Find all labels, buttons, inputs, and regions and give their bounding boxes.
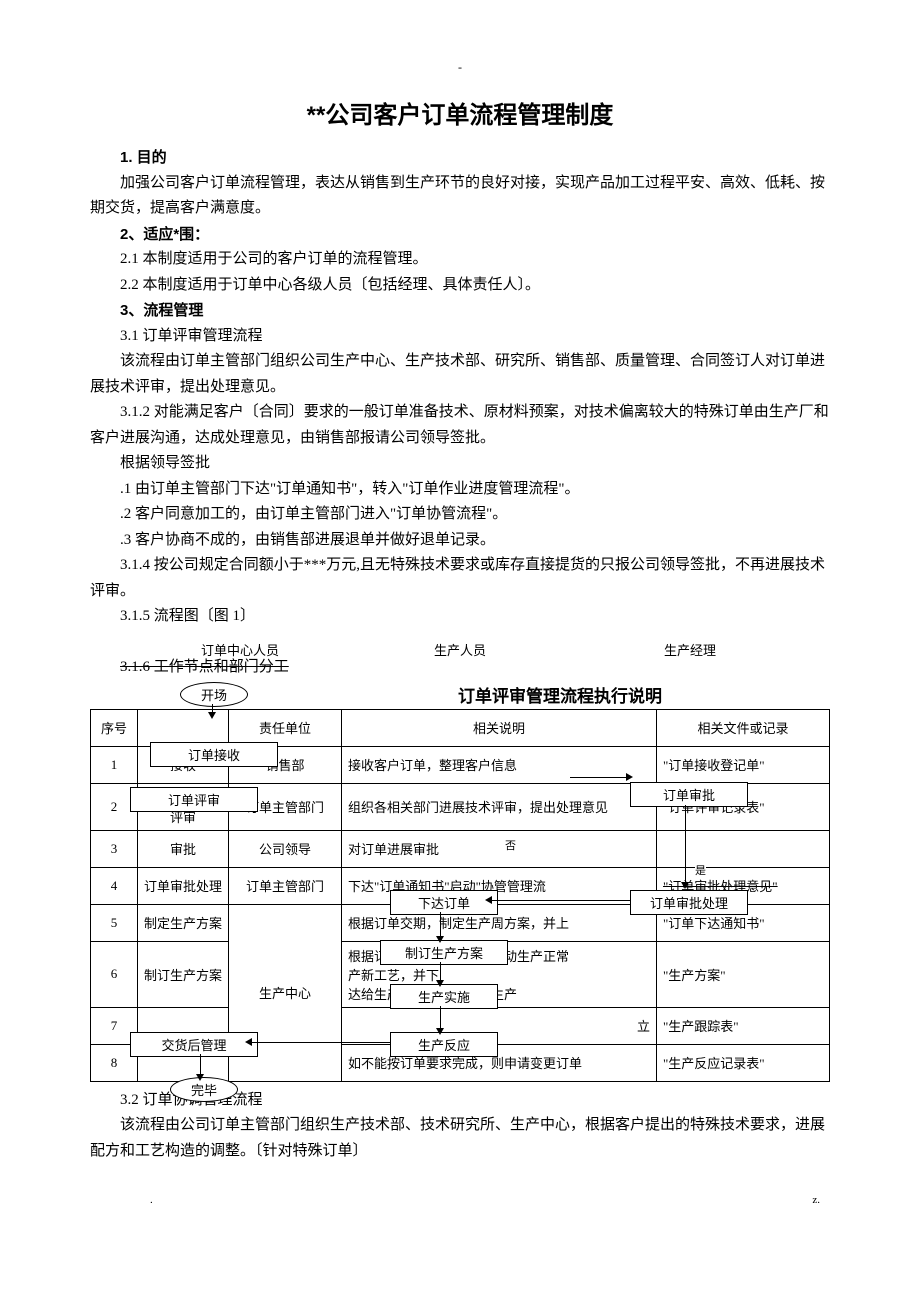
flow-vline5 bbox=[200, 1054, 201, 1076]
cell: 1 bbox=[91, 746, 138, 783]
footer-left: . bbox=[150, 1194, 153, 1206]
flow-recv: 订单接收 bbox=[150, 742, 278, 767]
sec-dot3: .3 客户协商不成的，由销售部进展退单并做好退单记录。 bbox=[90, 528, 830, 554]
cell: 公司领导 bbox=[229, 830, 342, 867]
sec1-text: 加强公司客户订单流程管理，表达从销售到生产环节的良好对接，实现产品加工过程平安、… bbox=[90, 175, 825, 217]
cell: "生产跟踪表" bbox=[657, 1007, 830, 1044]
sec3-1-text: 该流程由订单主管部门组织公司生产中心、生产技术部、研究所、销售部、质量管理、合同… bbox=[90, 353, 825, 395]
sec2-2: 2.2 本制度适用于订单中心各级人员〔包括经理、具体责任人〕。 bbox=[90, 273, 830, 299]
arrow-left-icon bbox=[245, 1038, 252, 1046]
cell: "订单接收登记单" bbox=[657, 746, 830, 783]
cell: 制订生产方案 bbox=[138, 941, 229, 1007]
sec2-1: 2.1 本制度适用于公司的客户订单的流程管理。 bbox=[90, 247, 830, 273]
sec3-1-4: 3.1.4 按公司规定合同额小于***万元,且无特殊技术要求或库存直接提货的只报… bbox=[90, 553, 830, 604]
flow-vline bbox=[685, 805, 686, 885]
table-header-row: 序号 责任单位 相关说明 相关文件或记录 bbox=[91, 709, 830, 746]
cell: 对订单进展审批 bbox=[342, 830, 657, 867]
cell: 根据订单交期，制定生产周方案，并上 bbox=[342, 904, 657, 941]
cell: 订单审批处理 bbox=[138, 867, 229, 904]
document-page: - **公司客户订单流程管理制度 1. 目的 加强公司客户订单流程管理，表达从销… bbox=[0, 0, 920, 1246]
sec-root: 根据领导签批 bbox=[90, 451, 830, 477]
cell: 立 bbox=[342, 1007, 657, 1044]
sec3-2-para: 该流程由公司订单主管部门组织生产技术部、技术研究所、生产中心，根据客户提出的特殊… bbox=[90, 1113, 830, 1164]
th-dept: 责任单位 bbox=[229, 709, 342, 746]
flow-review: 订单评审 bbox=[130, 787, 258, 812]
flow-start: 开场 bbox=[180, 682, 248, 707]
sec3-1-para: 该流程由订单主管部门组织公司生产中心、生产技术部、研究所、销售部、质量管理、合同… bbox=[90, 349, 830, 400]
footer-right: z. bbox=[812, 1194, 820, 1206]
small: 评审 bbox=[170, 810, 196, 825]
sec3-1-5: 3.1.5 流程图〔图 1〕 bbox=[90, 604, 830, 630]
flow-approve-box: 订单审批 bbox=[630, 782, 748, 807]
cell: 6 bbox=[91, 941, 138, 1007]
sec1-head: 1. 目的 bbox=[90, 145, 830, 171]
cell: 制定生产方案 bbox=[138, 904, 229, 941]
flow-end: 完毕 bbox=[170, 1077, 238, 1102]
flow-approve-handle: 订单审批处理 bbox=[630, 890, 748, 915]
arrow-down-icon bbox=[208, 712, 216, 719]
cell: 下达"订单通知书"启动"协管管理流 bbox=[342, 867, 657, 904]
flow-plan: 制订生产方案 bbox=[380, 940, 508, 965]
lane2: 生产人员 bbox=[330, 640, 590, 659]
arrow-right-icon bbox=[626, 773, 633, 781]
cell: "生产方案" bbox=[657, 941, 830, 1007]
top-dash: - bbox=[90, 60, 830, 75]
th-desc: 相关说明 bbox=[342, 709, 657, 746]
sec3-1-2: 3.1.2 对能满足客户〔合同〕要求的一般订单准备技术、原材料预案，对技术偏离较… bbox=[90, 400, 830, 451]
arrow-down-icon bbox=[436, 1028, 444, 1035]
arrow-down-icon bbox=[681, 882, 689, 889]
cell: 如不能按订单要求完成，则申请变更订单 bbox=[342, 1044, 657, 1081]
sec1-para: 加强公司客户订单流程管理，表达从销售到生产环节的良好对接，实现产品加工过程平安、… bbox=[90, 171, 830, 222]
flow-after: 交货后管理 bbox=[130, 1032, 258, 1057]
lane3: 生产经理 bbox=[590, 640, 790, 659]
arrow-down-icon bbox=[436, 936, 444, 943]
arrow-down-icon bbox=[436, 980, 444, 987]
flow-yes-label: 是 bbox=[695, 862, 706, 878]
cell: "生产反应记录表" bbox=[657, 1044, 830, 1081]
table-row: 3 审批 公司领导 对订单进展审批 bbox=[91, 830, 830, 867]
cell: 5 bbox=[91, 904, 138, 941]
cell: 审批 bbox=[138, 830, 229, 867]
sec3-1-2-text: 3.1.2 对能满足客户〔合同〕要求的一般订单准备技术、原材料预案，对技术偏离较… bbox=[90, 404, 829, 446]
flow-no-label: 否 bbox=[505, 837, 516, 853]
th-seq: 序号 bbox=[91, 709, 138, 746]
page-title: **公司客户订单流程管理制度 bbox=[90, 95, 830, 130]
flow-hline bbox=[570, 777, 630, 778]
cell: 订单主管部门 bbox=[229, 867, 342, 904]
flow-impl: 生产实施 bbox=[390, 984, 498, 1009]
arrow-left-icon bbox=[485, 896, 492, 904]
sec3-2-text: 该流程由公司订单主管部门组织生产技术部、技术研究所、生产中心，根据客户提出的特殊… bbox=[90, 1117, 825, 1159]
sec-dot2: .2 客户同意加工的，由订单主管部门进入"订单协管流程"。 bbox=[90, 502, 830, 528]
table-title: 订单评审管理流程执行说明 bbox=[290, 682, 830, 707]
th-file: 相关文件或记录 bbox=[657, 709, 830, 746]
cell: 组织各相关部门进展技术评审，提出处理意见 bbox=[342, 783, 657, 830]
sec-dot1: .1 由订单主管部门下达"订单通知书"，转入"订单作业进度管理流程"。 bbox=[90, 477, 830, 503]
flow-hline3 bbox=[250, 1042, 390, 1043]
page-footer: . z. bbox=[90, 1194, 830, 1206]
sec3-head: 3、流程管理 bbox=[90, 298, 830, 324]
table-region: 开场 订单接收 订单评审 订单审批 是 否 订单审批处理 下达订单 制订生产方案 bbox=[90, 682, 830, 1082]
flow-hline2 bbox=[490, 900, 630, 901]
sec3-1: 3.1 订单评审管理流程 bbox=[90, 324, 830, 350]
sec2-head: 2、适应*围： bbox=[90, 222, 830, 248]
document-body: 1. 目的 加强公司客户订单流程管理，表达从销售到生产环节的良好对接，实现产品加… bbox=[90, 145, 830, 630]
cell: 3 bbox=[91, 830, 138, 867]
arrow-down-icon bbox=[196, 1074, 204, 1081]
sec3-1-4-text: 3.1.4 按公司规定合同额小于***万元,且无特殊技术要求或库存直接提货的只报… bbox=[90, 557, 825, 599]
cell: 4 bbox=[91, 867, 138, 904]
flow-resp: 生产反应 bbox=[390, 1032, 498, 1057]
cell bbox=[657, 830, 830, 867]
flow-issue: 下达订单 bbox=[390, 890, 498, 915]
